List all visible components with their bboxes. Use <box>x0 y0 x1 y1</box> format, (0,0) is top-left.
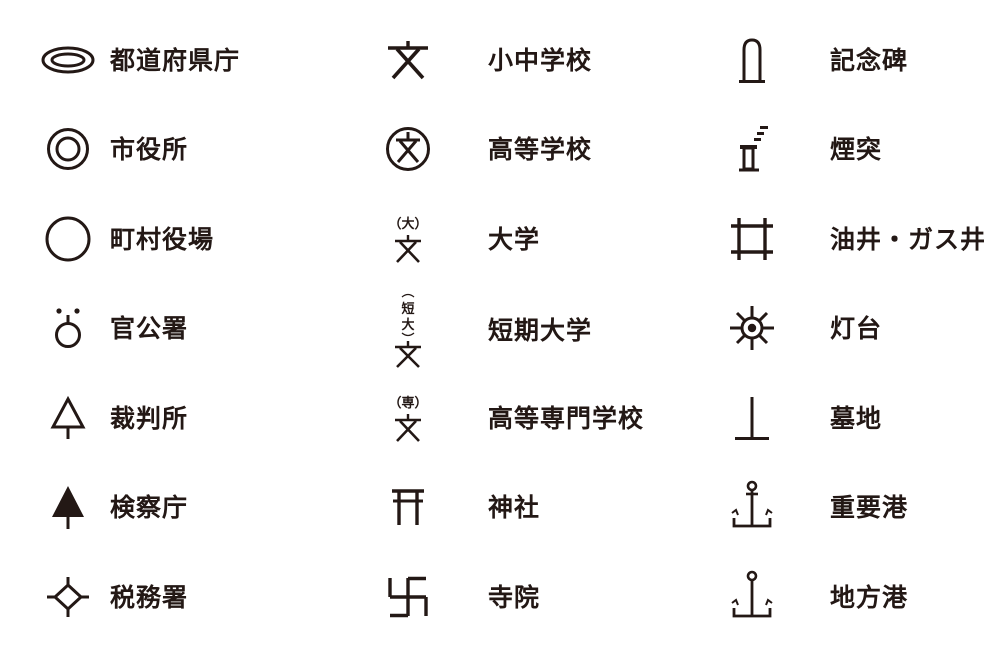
legend-item: 高等学校 <box>378 114 592 184</box>
town-village-office-icon <box>38 204 98 274</box>
legend-item: 重要港 <box>722 472 908 542</box>
elementary-junior-high-school-icon <box>378 25 438 95</box>
local-port-icon <box>722 562 782 632</box>
symbol-annotation: 短 <box>401 301 414 317</box>
oil-gas-well-icon <box>722 204 782 274</box>
legend-label: 裁判所 <box>110 403 189 433</box>
legend-label: 町村役場 <box>110 224 215 254</box>
legend-item: 寺院 <box>378 562 540 632</box>
legend-item: 記念碑 <box>722 25 908 95</box>
legend-label: 小中学校 <box>488 45 593 75</box>
legend-label: 都道府県庁 <box>110 45 241 75</box>
legend-item: 都道府県庁 <box>38 25 240 95</box>
lighthouse-icon <box>722 293 782 363</box>
government-office-icon <box>38 293 98 363</box>
legend-label: 大学 <box>488 224 541 254</box>
symbol-annotation: （大） <box>388 216 427 232</box>
legend-item: 短 大 短期大学 <box>378 290 592 370</box>
symbol-annotation: （専） <box>388 395 427 411</box>
legend-label: 検察庁 <box>110 492 189 522</box>
legend-label: 高等専門学校 <box>488 403 645 433</box>
tax-office-icon <box>38 562 98 632</box>
legend-item: 町村役場 <box>38 204 214 274</box>
legend-item: 灯台 <box>722 293 882 363</box>
legend-label: 市役所 <box>110 134 189 164</box>
junior-college-icon: 短 大 <box>378 290 438 370</box>
legend-item: 油井・ガス井 <box>722 204 986 274</box>
symbol-annotation: 大 <box>401 317 414 333</box>
legend-label: 灯台 <box>830 313 883 343</box>
legend-item: 墓地 <box>722 383 882 453</box>
legend-item: 神社 <box>378 472 540 542</box>
technical-college-icon: （専） <box>378 383 438 453</box>
legend-item: 検察庁 <box>38 472 188 542</box>
high-school-icon <box>378 114 438 184</box>
legend-item: （専） 高等専門学校 <box>378 383 644 453</box>
legend-item: 地方港 <box>722 562 908 632</box>
legend-label: 寺院 <box>488 582 541 612</box>
legend-label: 記念碑 <box>830 45 909 75</box>
prefectural-office-icon <box>38 25 98 95</box>
monument-icon <box>722 25 782 95</box>
legend-label: 重要港 <box>830 492 909 522</box>
legend-item: （大） 短期大学 大学 <box>378 204 540 274</box>
legend-item: 小中学校 <box>378 25 592 95</box>
legend-label: 墓地 <box>830 403 883 433</box>
legend-label: 油井・ガス井 <box>830 224 987 254</box>
cemetery-icon <box>722 383 782 453</box>
chimney-icon <box>722 114 782 184</box>
legend-item: 市役所 <box>38 114 188 184</box>
temple-icon <box>378 562 438 632</box>
courthouse-icon <box>38 383 98 453</box>
legend-label: 神社 <box>488 492 541 522</box>
legend-item: 煙突 <box>722 114 882 184</box>
legend-label: 高等学校 <box>488 134 593 164</box>
university-icon: （大） <box>378 204 438 274</box>
public-prosecutors-office-icon <box>38 472 98 542</box>
shrine-icon <box>378 472 438 542</box>
legend-label: 官公署 <box>110 313 189 343</box>
legend-label: 地方港 <box>830 582 909 612</box>
legend-item: 官公署 <box>38 293 188 363</box>
major-port-icon <box>722 472 782 542</box>
legend-label: 短期大学 <box>488 315 593 345</box>
legend-item: 裁判所 <box>38 383 188 453</box>
legend-label: 煙突 <box>830 134 883 164</box>
legend-label: 税務署 <box>110 582 189 612</box>
legend-item: 税務署 <box>38 562 188 632</box>
city-hall-icon <box>38 114 98 184</box>
